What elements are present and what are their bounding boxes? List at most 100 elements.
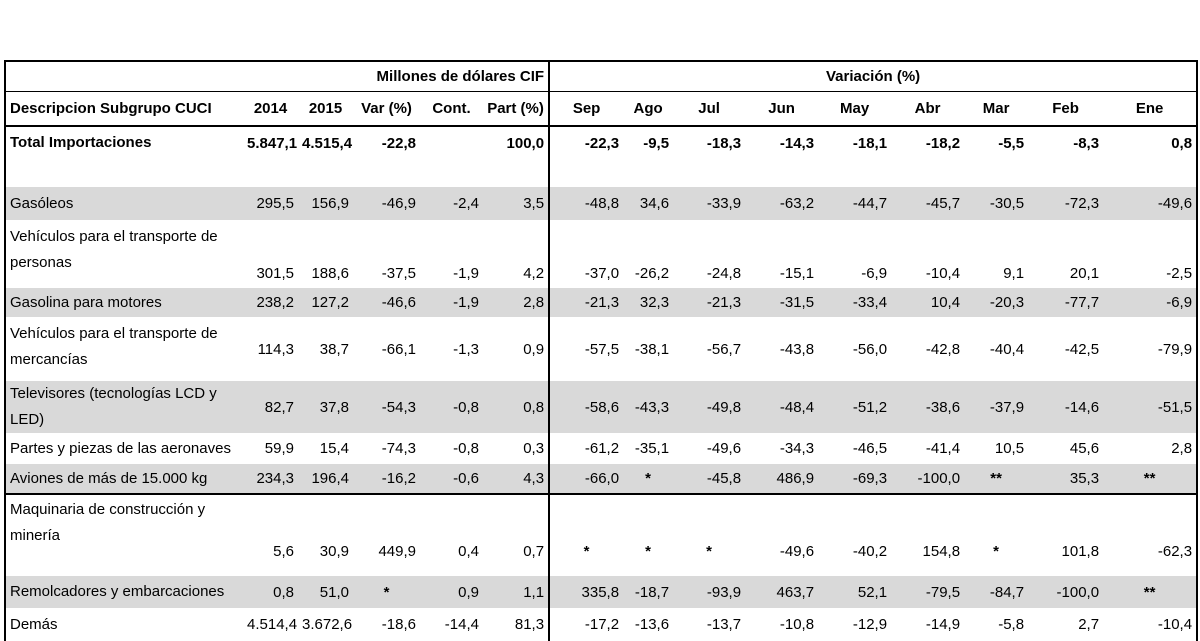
table-cell: -45,7 (891, 187, 965, 220)
column-header: Cont. (420, 91, 483, 127)
table-cell: 2,8 (483, 288, 551, 317)
table-cell: 335,8 (549, 576, 624, 608)
table-cell: -14,9 (925, 616, 961, 633)
table-cell: 0,7 (483, 493, 551, 576)
table-cell: * (964, 493, 1029, 576)
table-cell: -14,3 (779, 134, 815, 152)
table-cell: -48,8 (549, 187, 624, 220)
table-cell: -17,2 (584, 616, 620, 633)
table-cell: 10,5 (994, 440, 1025, 457)
column-header: Ene (1103, 91, 1199, 127)
empty-cell (623, 159, 673, 187)
table-cell: 34,6 (623, 187, 674, 220)
table-cell: -37,9 (964, 381, 1029, 433)
table-cell: -49,6 (706, 440, 742, 457)
table-cell: 2,8 (1103, 433, 1199, 464)
table-cell: 2,7 (1078, 616, 1100, 633)
table-cell: -18,2 (925, 134, 961, 152)
table-cell: 10,4 (891, 288, 965, 317)
table-cell: 1,1 (483, 576, 551, 608)
table-cell: -14,6 (1028, 381, 1104, 433)
table-cell: -37,0 (584, 265, 620, 282)
row-label: Vehículos para el transporte de mercancí… (4, 317, 243, 381)
table-cell: 9,1 (1003, 265, 1025, 282)
table-cell: * (623, 493, 674, 576)
spacer-row (4, 159, 1199, 187)
table-cell: -10,8 (779, 616, 815, 633)
table-cell: -18,7 (623, 576, 674, 608)
table-cell: 4,2 (483, 220, 551, 288)
table-cell: -44,7 (818, 187, 892, 220)
empty-cell (243, 159, 298, 187)
table-cell: 30,9 (298, 493, 353, 576)
table-cell (420, 126, 483, 159)
table-cell: -37,5 (381, 265, 416, 282)
column-header: Sep (549, 91, 624, 127)
table-cell: 0,8 (483, 381, 551, 433)
table-cell: -0,6 (420, 464, 483, 495)
table-row: Vehículos para el transporte de mercancí… (4, 317, 1199, 381)
table-cell: -18,6 (381, 616, 416, 633)
table-cell: -33,9 (673, 187, 746, 220)
table-cell: -24,8 (706, 265, 742, 282)
row-label: Televisores (tecnologías LCD y LED) (4, 381, 243, 433)
table-row: Aviones de más de 15.000 kg 234,3 196,4 -16… (4, 464, 1199, 495)
table-cell: -79,5 (891, 576, 965, 608)
table-cell: -56,0 (852, 340, 888, 358)
table-cell: -56,7 (706, 340, 742, 358)
empty-cell (420, 159, 483, 187)
column-header: 2015 (298, 91, 353, 127)
table-cell: 101,8 (1028, 493, 1104, 576)
table-cell: ** (1103, 576, 1199, 608)
row-label: Vehículos para el transporte de personas (4, 220, 243, 288)
table-cell: -74,3 (381, 440, 416, 457)
table-cell: -18,1 (852, 134, 888, 152)
table-cell: -46,9 (353, 187, 420, 220)
table-cell: -93,9 (673, 576, 746, 608)
empty-cell (818, 159, 891, 187)
table-cell: -48,4 (745, 381, 819, 433)
imports-table: Millones de dólares CIF Variación (%) De… (3, 60, 1199, 641)
row-label: Partes y piezas de las aeronaves (4, 433, 243, 464)
table-cell: -15,1 (779, 265, 815, 282)
table-cell: -58,6 (549, 381, 624, 433)
table-row: Maquinaria de construcción y minería 5,6 3… (4, 493, 1199, 576)
table-cell: 0,9 (483, 317, 551, 381)
table-cell: -42,8 (925, 340, 961, 358)
table-cell: 38,7 (319, 340, 349, 358)
table-cell: -18,3 (706, 134, 742, 152)
table-cell: 5.847,1 (247, 134, 298, 152)
table-cell: -54,3 (353, 381, 420, 433)
table-cell: -8,3 (1073, 134, 1100, 152)
table-cell: -33,4 (818, 288, 892, 317)
column-header: Ago (623, 91, 674, 127)
table-cell: -66,1 (381, 340, 416, 358)
table-row: Demás 4.514,4 3.672,6 -18,6 -14,4 81,3 -17,2 -1… (4, 608, 1199, 641)
table-cell: 196,4 (298, 464, 353, 495)
table-cell: 3.672,6 (302, 616, 353, 633)
table-cell: -0,8 (420, 381, 483, 433)
empty-cell (1028, 159, 1103, 187)
table-cell: -35,1 (634, 440, 670, 457)
table-cell: -1,9 (453, 265, 479, 282)
table-cell: ** (964, 464, 1029, 495)
table-cell: 81,3 (483, 608, 551, 641)
band-variacion: Variación (%) (549, 60, 1199, 92)
empty-cell (964, 159, 1028, 187)
table-cell: -51,2 (818, 381, 892, 433)
table-cell: 486,9 (745, 464, 819, 495)
table-cell: 37,8 (298, 381, 353, 433)
empty-cell (4, 159, 243, 187)
total-row: Total Importaciones 5.847,1 4.515,4 -22,8 10… (4, 126, 1199, 159)
table-cell: 4,3 (483, 464, 551, 495)
table-cell: 35,3 (1028, 464, 1104, 495)
table-cell: -100,0 (1028, 576, 1104, 608)
column-header: Jun (745, 91, 819, 127)
table-cell: 20,1 (1069, 265, 1100, 282)
table-cell: -0,8 (453, 440, 479, 457)
table-cell: 15,4 (319, 440, 349, 457)
table-cell: -5,5 (998, 134, 1025, 152)
table-cell: 463,7 (745, 576, 819, 608)
column-header: Mar (964, 91, 1029, 127)
table-cell: -49,6 (745, 493, 819, 576)
